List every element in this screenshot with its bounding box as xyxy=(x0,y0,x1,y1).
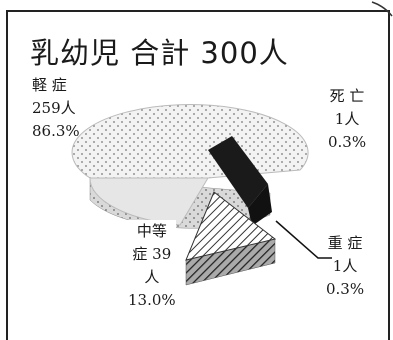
label-death-name: 死 亡 xyxy=(329,87,365,105)
label-moderate-line1: 中等 xyxy=(136,222,167,240)
label-severe-count: 1人 xyxy=(332,257,358,275)
label-death-count: 1人 xyxy=(334,110,360,128)
label-mild: 軽 症 259人 86.3% xyxy=(32,74,80,143)
label-mild-percent: 86.3% xyxy=(32,122,80,140)
label-mild-count: 259人 xyxy=(32,99,76,117)
label-severe-percent: 0.3% xyxy=(326,280,365,298)
label-death-percent: 0.3% xyxy=(328,133,367,151)
label-death: 死 亡 1人 0.3% xyxy=(328,85,366,154)
slice-moderate xyxy=(185,191,277,261)
slice-death xyxy=(208,136,268,208)
label-moderate: 中等 症 39 人 13.0% xyxy=(128,220,176,312)
label-severe-name: 重 症 xyxy=(327,234,363,252)
leader-line-severe xyxy=(275,220,332,259)
slice-severe xyxy=(248,184,272,226)
label-moderate-percent: 13.0% xyxy=(128,291,176,309)
chart-title: 乳幼児 合計 300人 xyxy=(30,36,289,70)
slice-mild xyxy=(71,104,309,179)
label-moderate-line3: 人 xyxy=(144,268,160,286)
label-mild-name: 軽 症 xyxy=(32,76,67,94)
chart-frame xyxy=(6,10,390,340)
label-moderate-line2: 症 39 xyxy=(132,245,172,263)
label-severe: 重 症 1人 0.3% xyxy=(326,232,364,301)
